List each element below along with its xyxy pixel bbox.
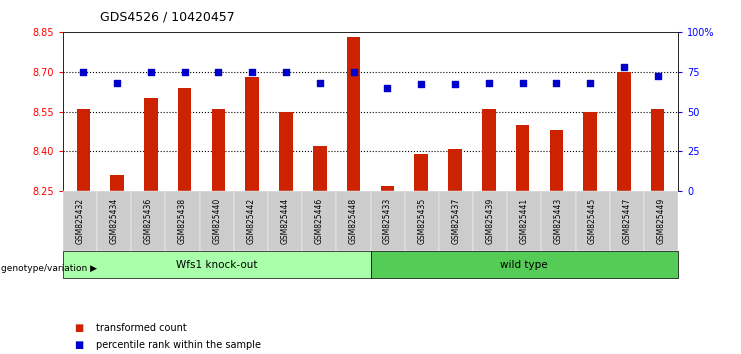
Point: [314, 80, 326, 86]
Point: [145, 69, 157, 75]
Text: wild type: wild type: [500, 259, 548, 270]
Point: [280, 69, 292, 75]
Point: [618, 64, 630, 70]
Bar: [178, 87, 191, 191]
Text: genotype/variation ▶: genotype/variation ▶: [1, 264, 98, 273]
Text: GSM825437: GSM825437: [451, 198, 460, 244]
Point: [551, 80, 562, 86]
Point: [348, 69, 359, 75]
Bar: [651, 109, 665, 191]
Text: GSM825441: GSM825441: [519, 198, 529, 244]
Point: [483, 80, 495, 86]
Bar: [144, 98, 158, 191]
Text: GSM825446: GSM825446: [315, 198, 324, 244]
Text: GSM825438: GSM825438: [178, 198, 187, 244]
Bar: [617, 72, 631, 191]
Bar: [110, 175, 124, 191]
Text: transformed count: transformed count: [96, 323, 187, 333]
Bar: [381, 186, 394, 191]
Bar: [313, 146, 327, 191]
Bar: [583, 112, 597, 191]
Bar: [414, 154, 428, 191]
Text: GSM825443: GSM825443: [554, 198, 563, 244]
Point: [179, 69, 190, 75]
Text: GSM825434: GSM825434: [110, 198, 119, 244]
Text: percentile rank within the sample: percentile rank within the sample: [96, 341, 262, 350]
Bar: [516, 125, 529, 191]
Text: GSM825440: GSM825440: [212, 198, 222, 244]
Bar: [76, 109, 90, 191]
Text: GSM825436: GSM825436: [144, 198, 153, 244]
Bar: [550, 130, 563, 191]
Text: GSM825444: GSM825444: [281, 198, 290, 244]
Point: [516, 80, 528, 86]
Text: ■: ■: [74, 323, 83, 333]
Point: [213, 69, 225, 75]
Text: GSM825433: GSM825433: [383, 198, 392, 244]
Text: GSM825432: GSM825432: [76, 198, 84, 244]
Text: GSM825448: GSM825448: [349, 198, 358, 244]
Point: [652, 74, 664, 79]
Text: ■: ■: [74, 341, 83, 350]
Text: GSM825435: GSM825435: [417, 198, 426, 244]
Bar: [279, 112, 293, 191]
Bar: [448, 149, 462, 191]
Point: [77, 69, 89, 75]
Bar: [212, 109, 225, 191]
Bar: [482, 109, 496, 191]
Point: [584, 80, 596, 86]
Point: [111, 80, 123, 86]
Text: GDS4526 / 10420457: GDS4526 / 10420457: [100, 11, 235, 24]
Text: GSM825439: GSM825439: [485, 198, 494, 244]
Text: Wfs1 knock-out: Wfs1 knock-out: [176, 259, 257, 270]
Point: [382, 85, 393, 91]
Point: [449, 81, 461, 87]
Text: GSM825447: GSM825447: [622, 198, 631, 244]
Bar: [245, 77, 259, 191]
Text: GSM825445: GSM825445: [588, 198, 597, 244]
Point: [246, 69, 258, 75]
Text: GSM825442: GSM825442: [247, 198, 256, 244]
Bar: [347, 37, 360, 191]
Text: GSM825449: GSM825449: [657, 198, 665, 244]
Point: [415, 81, 427, 87]
